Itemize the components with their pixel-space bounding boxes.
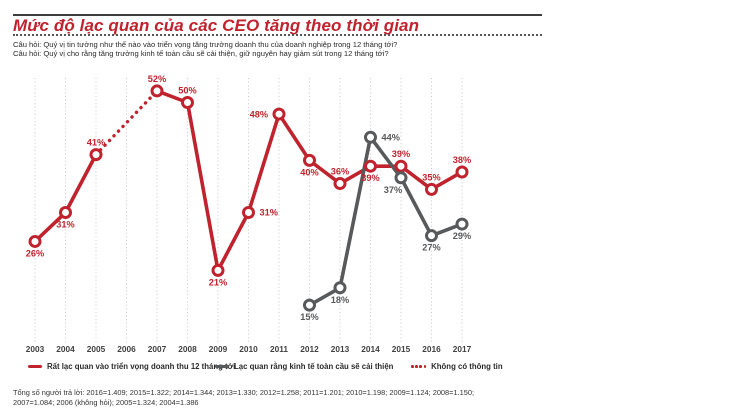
- legend-swatch-gray-line: [215, 365, 229, 368]
- legend-swatch-dotted-line: [411, 365, 427, 368]
- no-data-dotted-segment: [94, 89, 159, 157]
- x-tick-label-2007: 2007: [148, 344, 167, 354]
- data-point-label-revenue-confidence-2014: 39%: [361, 173, 379, 183]
- header-top-rule: [13, 14, 542, 16]
- survey-question-2: Câu hỏi: Quý vị cho rằng tăng trưởng kin…: [13, 49, 389, 58]
- x-tick-label-2016: 2016: [422, 344, 441, 354]
- data-point-revenue-confidence-2007: [150, 84, 164, 98]
- legend-item-no-info: Không có thông tin: [411, 361, 503, 372]
- ceo-optimism-line-chart: 26% 31% 41% 52% 50% 21% 31% 48% 40% 36% 39% 39% 35% 3…: [26, 74, 472, 354]
- legend-item-revenue: Rất lạc quan vào triển vọng doanh thu 12…: [28, 361, 235, 372]
- data-point-global-economy-confidence-2013: [333, 281, 347, 295]
- data-point-revenue-confidence-2004: [59, 206, 72, 220]
- data-point-label-revenue-confidence-2007: 52%: [148, 74, 166, 84]
- data-point-label-global-economy-confidence-2016: 27%: [422, 243, 440, 253]
- data-point-revenue-confidence-2003: [28, 234, 42, 248]
- respondents-footnote: Tổng số người trả lời: 2016=1.409; 2015=…: [13, 388, 475, 407]
- data-point-label-revenue-confidence-2015: 39%: [392, 149, 410, 159]
- data-point-revenue-confidence-2017: [455, 165, 469, 179]
- data-point-revenue-confidence-2012: [303, 153, 316, 167]
- data-point-label-revenue-confidence-2008: 50%: [178, 86, 196, 96]
- x-tick-label-2003: 2003: [26, 344, 45, 354]
- x-tick-label-2014: 2014: [361, 344, 380, 354]
- data-point-revenue-confidence-2014: [364, 159, 377, 173]
- data-point-revenue-confidence-2009: [211, 263, 225, 277]
- data-point-label-revenue-confidence-2005: 41%: [87, 138, 105, 148]
- series-line-global-economy-confidence: [307, 135, 464, 307]
- x-tick-label-2012: 2012: [300, 344, 319, 354]
- data-point-revenue-confidence-2008: [181, 96, 194, 109]
- data-point-revenue-confidence-2010: [242, 206, 255, 220]
- legend-label: Rất lạc quan vào triển vọng doanh thu 12…: [47, 362, 236, 371]
- x-tick-label-2008: 2008: [178, 344, 197, 354]
- data-point-label-global-economy-confidence-2013: 18%: [331, 295, 349, 305]
- legend-label: Không có thông tin: [431, 362, 503, 371]
- data-point-label-revenue-confidence-2011: 48%: [250, 109, 268, 119]
- data-point-label-revenue-confidence-2004: 31%: [56, 220, 74, 230]
- data-point-label-revenue-confidence-2010: 31%: [260, 208, 278, 218]
- data-point-revenue-confidence-2011: [272, 107, 286, 121]
- x-tick-label-2015: 2015: [392, 344, 411, 354]
- x-tick-label-2004: 2004: [56, 344, 75, 354]
- data-point-global-economy-confidence-2015: [394, 171, 408, 185]
- x-tick-label-2006: 2006: [117, 344, 136, 354]
- data-point-label-revenue-confidence-2012: 40%: [300, 167, 318, 177]
- data-point-label-global-economy-confidence-2014: 44%: [382, 132, 400, 142]
- data-point-label-revenue-confidence-2017: 38%: [453, 155, 471, 165]
- x-tick-label-2010: 2010: [239, 344, 258, 354]
- x-tick-label-2017: 2017: [453, 344, 472, 354]
- survey-question-1: Câu hỏi: Quý vị tin tưởng như thế nào và…: [13, 40, 398, 49]
- data-point-label-global-economy-confidence-2012: 15%: [300, 312, 318, 322]
- title-underline-dotted: [13, 34, 542, 36]
- data-point-global-economy-confidence-2017: [455, 217, 469, 231]
- legend-swatch-red-line: [28, 365, 42, 368]
- legend-item-global-economy: Lạc quan rằng kinh tế toàn cầu sẽ cải th…: [215, 361, 393, 372]
- x-tick-label-2009: 2009: [209, 344, 228, 354]
- data-point-revenue-confidence-2015: [394, 159, 408, 173]
- data-point-revenue-confidence-2013: [333, 177, 347, 191]
- data-point-revenue-confidence-2005: [89, 148, 103, 162]
- data-point-revenue-confidence-2016: [425, 182, 438, 196]
- x-tick-label-2013: 2013: [331, 344, 350, 354]
- data-point-label-global-economy-confidence-2017: 29%: [453, 231, 471, 241]
- data-point-global-economy-confidence-2014: [364, 130, 377, 144]
- data-point-label-revenue-confidence-2016: 35%: [422, 172, 440, 182]
- legend-label: Lạc quan rằng kinh tế toàn cầu sẽ cải th…: [234, 362, 394, 371]
- data-point-global-economy-confidence-2012: [303, 298, 316, 312]
- x-tick-label-2011: 2011: [270, 344, 288, 354]
- page-title: Mức độ lạc quan của các CEO tăng theo th…: [13, 16, 420, 35]
- data-point-label-revenue-confidence-2013: 36%: [331, 167, 349, 177]
- data-point-label-global-economy-confidence-2015: 37%: [384, 185, 402, 195]
- x-tick-label-2005: 2005: [87, 344, 106, 354]
- data-point-label-revenue-confidence-2003: 26%: [26, 248, 44, 258]
- data-point-label-revenue-confidence-2009: 21%: [209, 277, 227, 287]
- data-point-global-economy-confidence-2016: [425, 229, 438, 243]
